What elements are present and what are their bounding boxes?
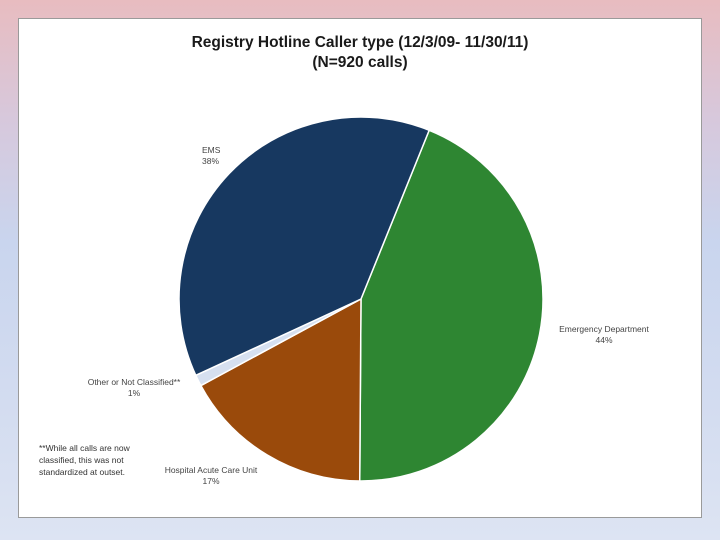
slice-label-other: Other or Not Classified** 1% <box>74 377 194 399</box>
chart-subtitle: (N=920 calls) <box>312 54 408 71</box>
slice-label-hospital-acute-care-unit-value: 17% <box>202 476 220 486</box>
slide-card: Registry Hotline Caller type (12/3/09- 1… <box>18 18 702 518</box>
footnote: **While all calls are now classified, th… <box>39 443 130 477</box>
slice-label-ems-name: EMS <box>202 145 221 155</box>
slice-label-other-name: Other or Not Classified** <box>87 377 181 387</box>
slice-label-other-value: 1% <box>127 388 141 398</box>
slice-label-hospital-acute-care-unit-name: Hospital Acute Care Unit <box>164 465 258 475</box>
pie-slice-emergency-department <box>358 129 544 482</box>
pie-slice-ems <box>178 116 431 377</box>
slice-label-ems-value: 38% <box>202 156 220 166</box>
slice-label-emergency-department: Emergency Department 44% <box>539 324 669 346</box>
chart-title-block: Registry Hotline Caller type (12/3/09- 1… <box>19 33 701 73</box>
pie-chart <box>178 116 544 482</box>
slice-label-hospital-acute-care-unit: Hospital Acute Care Unit 17% <box>151 465 271 487</box>
slice-label-emergency-department-name: Emergency Department <box>559 324 649 334</box>
slice-label-emergency-department-value: 44% <box>595 335 613 345</box>
chart-title: Registry Hotline Caller type (12/3/09- 1… <box>191 34 529 51</box>
slice-label-ems: EMS 38% <box>202 145 220 167</box>
pie-slice-hospital-acute-care-unit <box>199 297 362 482</box>
